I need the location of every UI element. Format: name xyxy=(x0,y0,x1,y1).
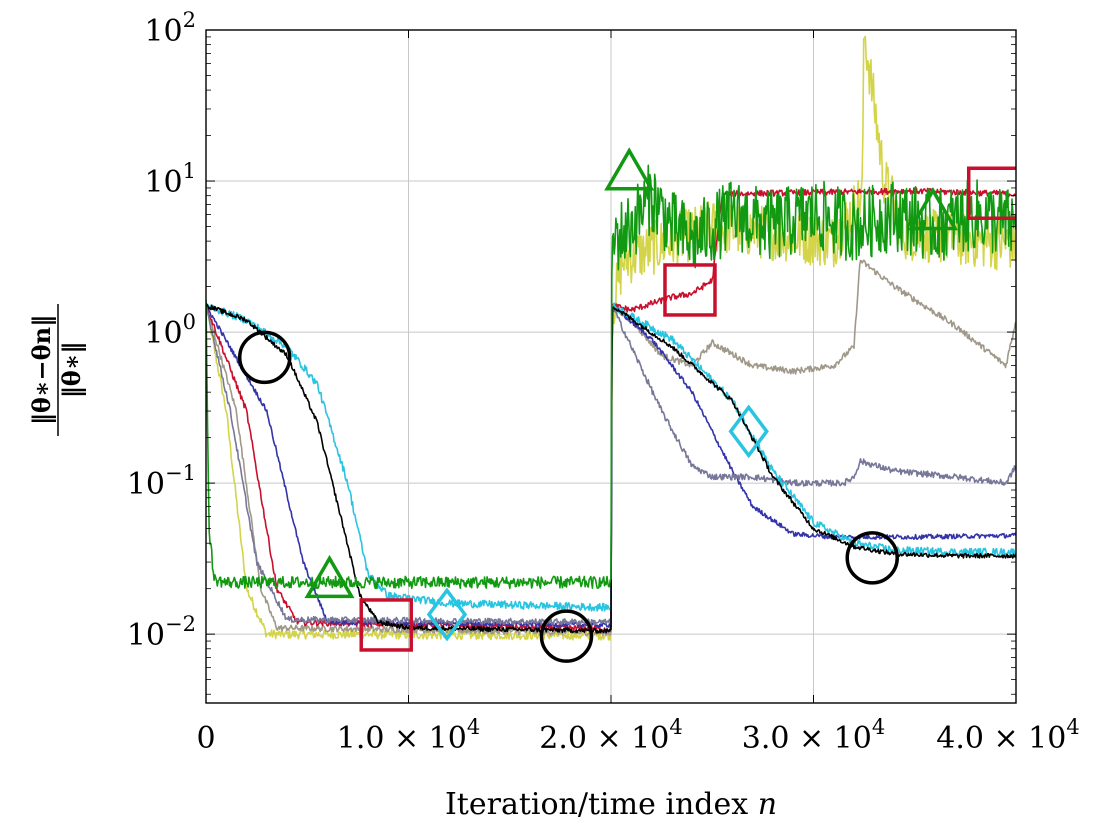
marker-square xyxy=(966,166,1016,221)
x-axis-label-var: n xyxy=(758,787,777,822)
y-axis-label: ‖θ∗−θn‖ ‖θ∗‖ xyxy=(27,304,86,436)
series-line-7 xyxy=(206,164,1016,590)
y-tick-label: 100 xyxy=(144,310,196,351)
marker-layer xyxy=(237,147,1016,663)
x-tick-labels: 0 1.0 × 104 2.0 × 104 3.0 × 104 4.0 × 104 xyxy=(196,715,1079,756)
series-line-6 xyxy=(206,303,1016,634)
marker-square xyxy=(359,598,413,652)
marker-circle xyxy=(539,609,594,663)
marker-triangle xyxy=(304,554,355,599)
marker-diamond xyxy=(728,404,769,459)
x-tick-label: 3.0 × 104 xyxy=(742,715,885,756)
y-tick-label: 101 xyxy=(144,159,196,200)
y-tick-label: 10−2 xyxy=(127,612,196,653)
y-tick-label: 102 xyxy=(144,8,196,49)
y-axis-label-denominator: ‖θ∗‖ xyxy=(57,342,86,399)
x-tick-label: 1.0 × 104 xyxy=(337,715,480,756)
marker-circle xyxy=(237,330,292,385)
ticks xyxy=(205,29,1017,703)
y-tick-label: 10−1 xyxy=(127,461,196,502)
series-layer xyxy=(206,35,1016,641)
marker-triangle xyxy=(907,187,959,231)
y-tick-labels: 10−2 10−1 100 101 102 xyxy=(127,8,196,653)
x-tick-label: 0 xyxy=(196,721,215,756)
marker-circle xyxy=(845,531,899,585)
x-axis-label-text: Iteration/time index xyxy=(445,787,748,822)
marker-diamond xyxy=(426,587,468,642)
marker-square xyxy=(663,263,717,317)
y-axis-label-numerator: ‖θ∗−θn‖ xyxy=(27,315,56,425)
x-tick-label: 2.0 × 104 xyxy=(539,715,682,756)
series-line-1 xyxy=(206,259,1016,637)
x-tick-label: 4.0 × 104 xyxy=(936,715,1079,756)
marker-triangle xyxy=(604,147,655,191)
x-axis-label: Iteration/time index n xyxy=(445,787,777,822)
